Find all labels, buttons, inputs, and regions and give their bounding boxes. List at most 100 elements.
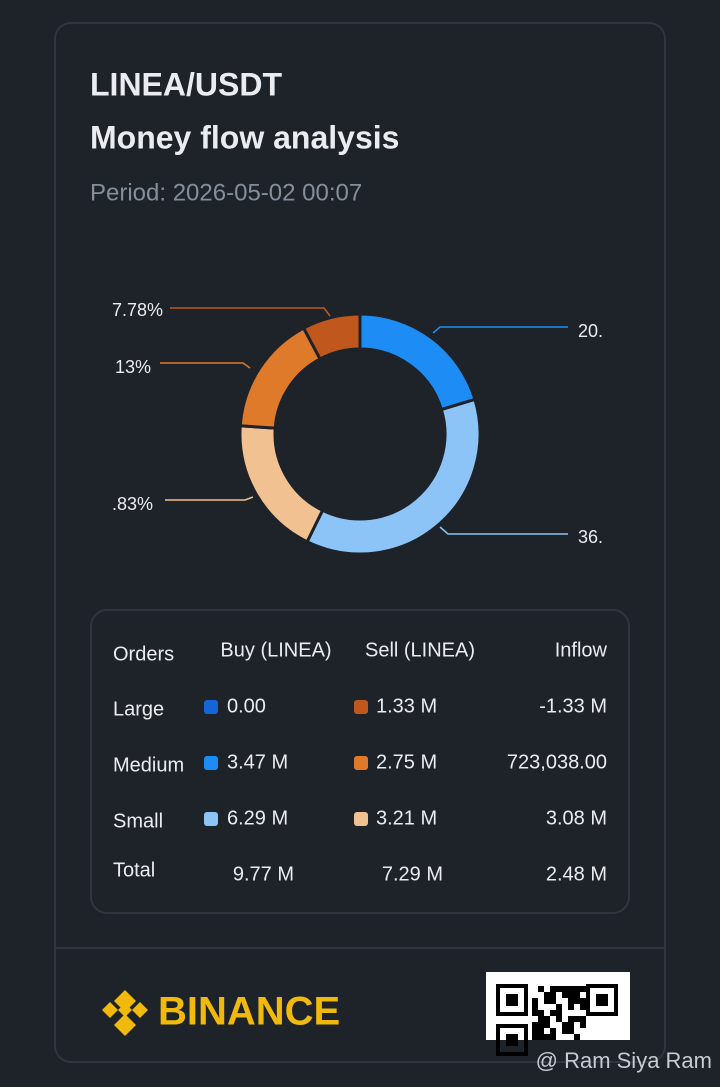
cell: 2.48 M bbox=[546, 863, 607, 885]
qr-module bbox=[532, 1028, 538, 1034]
qr-module bbox=[556, 1016, 562, 1022]
buy-swatch bbox=[204, 812, 218, 826]
qr-module bbox=[538, 1034, 544, 1040]
column-header: Sell (LINEA) bbox=[365, 639, 475, 661]
qr-module bbox=[562, 992, 568, 998]
qr-module bbox=[532, 1010, 538, 1016]
qr-module bbox=[532, 1022, 538, 1028]
buy-swatch bbox=[204, 756, 218, 770]
slice-label: .83% bbox=[112, 494, 153, 514]
cell: 0.00 bbox=[227, 695, 266, 717]
column-header: Inflow bbox=[555, 639, 608, 661]
qr-module bbox=[568, 986, 574, 992]
qr-module bbox=[574, 986, 580, 992]
slice-label: 7.78% bbox=[112, 300, 163, 320]
cell: 1.33 M bbox=[376, 695, 437, 717]
cell: 3.47 M bbox=[227, 751, 288, 773]
qr-module bbox=[574, 998, 580, 1004]
row-label: Medium bbox=[113, 754, 184, 776]
slice-label: 36. bbox=[578, 527, 603, 547]
qr-module bbox=[532, 998, 538, 1004]
qr-module bbox=[550, 1010, 556, 1016]
leader-line bbox=[165, 496, 254, 501]
qr-module bbox=[538, 1028, 544, 1034]
qr-module bbox=[544, 998, 550, 1004]
qr-module bbox=[550, 1028, 556, 1034]
leader-line bbox=[160, 362, 251, 369]
qr-module bbox=[580, 1022, 586, 1028]
qr-module bbox=[562, 1022, 568, 1028]
qr-module bbox=[544, 1022, 550, 1028]
qr-finder-core bbox=[596, 994, 608, 1006]
cell: 723,038.00 bbox=[507, 751, 607, 773]
sell-swatch bbox=[354, 700, 368, 714]
qr-finder bbox=[496, 1024, 528, 1056]
qr-module bbox=[580, 986, 586, 992]
title: Money flow analysis bbox=[90, 119, 399, 155]
row-label: Large bbox=[113, 698, 164, 720]
buy-swatch bbox=[204, 700, 218, 714]
qr-pattern bbox=[496, 984, 618, 1056]
qr-module bbox=[550, 998, 556, 1004]
donut-segment bbox=[305, 397, 482, 556]
qr-module bbox=[574, 1034, 580, 1040]
pair: LINEA/USDT bbox=[90, 66, 282, 102]
donut-segment bbox=[301, 312, 362, 361]
leader-line bbox=[432, 326, 568, 334]
qr-module bbox=[544, 1016, 550, 1022]
qr-module bbox=[550, 992, 556, 998]
qr-module bbox=[580, 998, 586, 1004]
column-header: Buy (LINEA) bbox=[220, 639, 331, 661]
sell-swatch bbox=[354, 756, 368, 770]
qr-module bbox=[538, 1010, 544, 1016]
row-label: Small bbox=[113, 810, 163, 832]
qr-module bbox=[568, 1028, 574, 1034]
qr-finder bbox=[496, 984, 528, 1016]
table: Orders Buy (LINEA) Sell (LINEA) Inflow Large… bbox=[113, 639, 608, 885]
cell: 3.21 M bbox=[376, 807, 437, 829]
cell: -1.33 M bbox=[539, 695, 607, 717]
qr-module bbox=[532, 1034, 538, 1040]
donut: 20. 36. .83% 13% 7.78% bbox=[112, 300, 603, 556]
qr-module bbox=[568, 998, 574, 1004]
sell-swatch bbox=[354, 812, 368, 826]
qr-module bbox=[574, 992, 580, 998]
qr-module bbox=[550, 1034, 556, 1040]
qr-module bbox=[556, 1010, 562, 1016]
slice-label: 13% bbox=[115, 357, 151, 377]
qr-module bbox=[532, 1004, 538, 1010]
brand: BINANCE bbox=[158, 990, 340, 1034]
qr-module bbox=[568, 992, 574, 998]
qr-module bbox=[568, 1004, 574, 1010]
column-header: Orders bbox=[113, 643, 174, 665]
qr-module bbox=[556, 1004, 562, 1010]
leader-line bbox=[170, 307, 331, 317]
row-label: Total bbox=[113, 859, 155, 881]
qr-finder-core bbox=[506, 1034, 518, 1046]
qr-module bbox=[574, 1016, 580, 1022]
cell: 2.75 M bbox=[376, 751, 437, 773]
table-box bbox=[90, 609, 630, 914]
qr-module bbox=[544, 992, 550, 998]
qr-module bbox=[556, 986, 562, 992]
cell: 3.08 M bbox=[546, 807, 607, 829]
qr-finder bbox=[586, 984, 618, 1016]
qr-module bbox=[580, 1004, 586, 1010]
period: Period: 2026-05-02 00:07 bbox=[90, 179, 362, 206]
cell: 7.29 M bbox=[382, 863, 443, 885]
leader-line bbox=[439, 526, 568, 535]
qr-module bbox=[562, 986, 568, 992]
qr-module bbox=[538, 986, 544, 992]
qr-module bbox=[562, 1028, 568, 1034]
qr-finder-core bbox=[506, 994, 518, 1006]
qr-module bbox=[538, 1022, 544, 1028]
qr-module bbox=[550, 986, 556, 992]
qr-module bbox=[580, 1016, 586, 1022]
qr-module bbox=[544, 1034, 550, 1040]
qr-module bbox=[538, 1016, 544, 1022]
qr-module bbox=[568, 1022, 574, 1028]
qr-module bbox=[568, 1016, 574, 1022]
binance-logo bbox=[102, 990, 148, 1036]
